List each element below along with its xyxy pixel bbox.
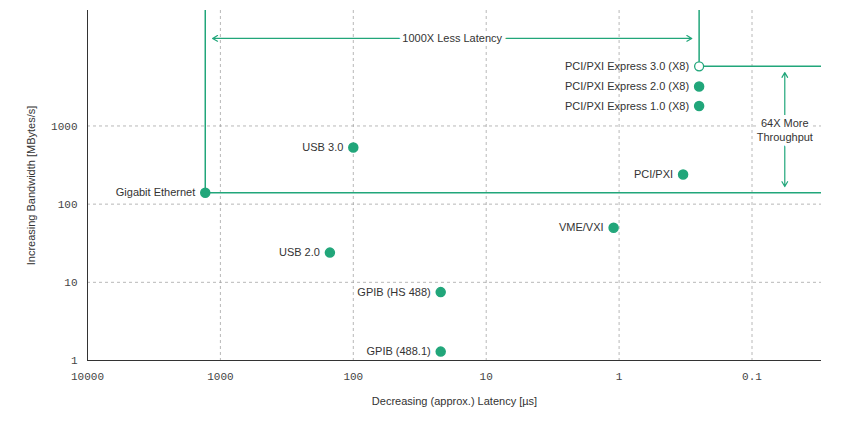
svg-text:Increasing Bandwidth [MBytes/s: Increasing Bandwidth [MBytes/s] — [25, 106, 37, 266]
svg-text:100: 100 — [58, 199, 78, 211]
svg-text:GPIB (HS 488): GPIB (HS 488) — [357, 286, 430, 298]
svg-text:1000X Less Latency: 1000X Less Latency — [402, 32, 502, 44]
svg-text:USB 3.0: USB 3.0 — [302, 141, 343, 153]
svg-text:10: 10 — [64, 277, 77, 289]
svg-text:64X MoreThroughput: 64X MoreThroughput — [757, 117, 813, 143]
svg-text:0.1: 0.1 — [742, 371, 762, 383]
svg-text:USB 2.0: USB 2.0 — [279, 246, 320, 258]
svg-text:VME/VXI: VME/VXI — [559, 221, 604, 233]
svg-text:GPIB (488.1): GPIB (488.1) — [366, 345, 430, 357]
svg-text:1: 1 — [616, 371, 623, 383]
svg-text:1000: 1000 — [207, 371, 233, 383]
svg-text:1000: 1000 — [51, 120, 77, 132]
svg-text:1: 1 — [71, 355, 78, 367]
svg-text:PCI/PXI: PCI/PXI — [634, 168, 673, 180]
svg-text:PCI/PXI Express 2.0 (X8): PCI/PXI Express 2.0 (X8) — [565, 80, 689, 92]
svg-text:Decreasing (approx.) Latency [: Decreasing (approx.) Latency [µs] — [372, 395, 537, 407]
svg-text:10: 10 — [480, 371, 493, 383]
svg-text:Gigabit Ethernet: Gigabit Ethernet — [116, 186, 196, 198]
svg-text:PCI/PXI Express 1.0 (X8): PCI/PXI Express 1.0 (X8) — [565, 100, 689, 112]
svg-text:PCI/PXI Express 3.0 (X8): PCI/PXI Express 3.0 (X8) — [565, 60, 689, 72]
svg-text:100: 100 — [343, 371, 363, 383]
svg-text:10000: 10000 — [71, 371, 104, 383]
